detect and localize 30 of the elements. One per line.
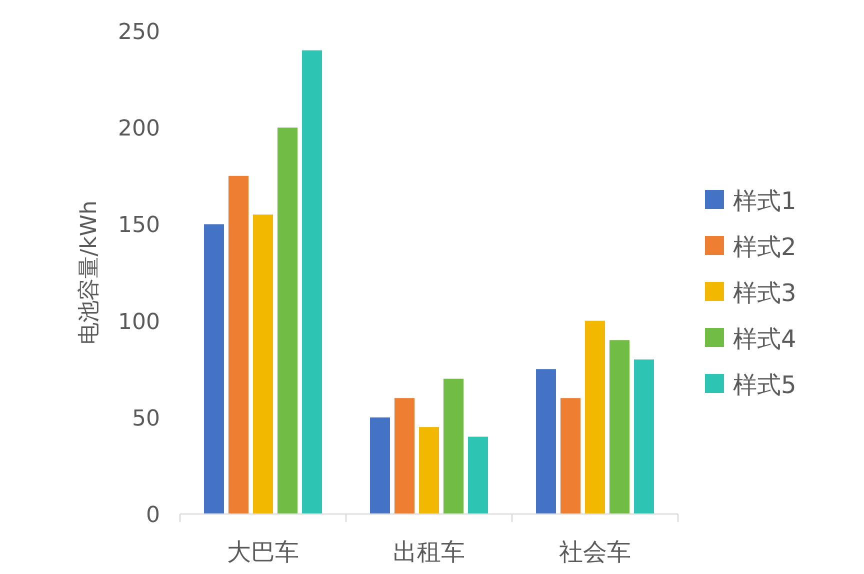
bar <box>370 417 390 514</box>
bar <box>278 128 298 514</box>
y-tick-label: 50 <box>132 406 160 432</box>
legend-label: 样式4 <box>733 325 796 353</box>
bar <box>204 224 224 514</box>
bar <box>419 427 439 514</box>
bar <box>560 398 580 514</box>
x-tick-label: 大巴车 <box>227 538 299 566</box>
x-tick-label: 社会车 <box>559 538 631 566</box>
bar <box>253 214 273 514</box>
legend-label: 样式1 <box>733 187 796 215</box>
bar <box>610 340 630 514</box>
legend-label: 样式2 <box>733 233 796 261</box>
y-tick-label: 100 <box>118 310 160 335</box>
bar <box>536 369 556 514</box>
y-tick-label: 250 <box>118 20 160 45</box>
legend-label: 样式3 <box>733 279 796 307</box>
y-tick-label: 0 <box>146 503 160 528</box>
legend-label: 样式5 <box>733 371 796 399</box>
bar <box>585 320 605 514</box>
bar <box>444 378 464 514</box>
y-tick-label: 150 <box>118 213 160 238</box>
bar <box>228 176 248 514</box>
bar <box>302 50 322 514</box>
bar <box>468 436 488 514</box>
y-tick-label: 200 <box>118 116 160 142</box>
bar <box>634 359 654 514</box>
bar <box>394 398 414 514</box>
x-tick-label: 出租车 <box>393 538 465 566</box>
y-axis-title: 电池容量/kWh <box>77 200 102 344</box>
